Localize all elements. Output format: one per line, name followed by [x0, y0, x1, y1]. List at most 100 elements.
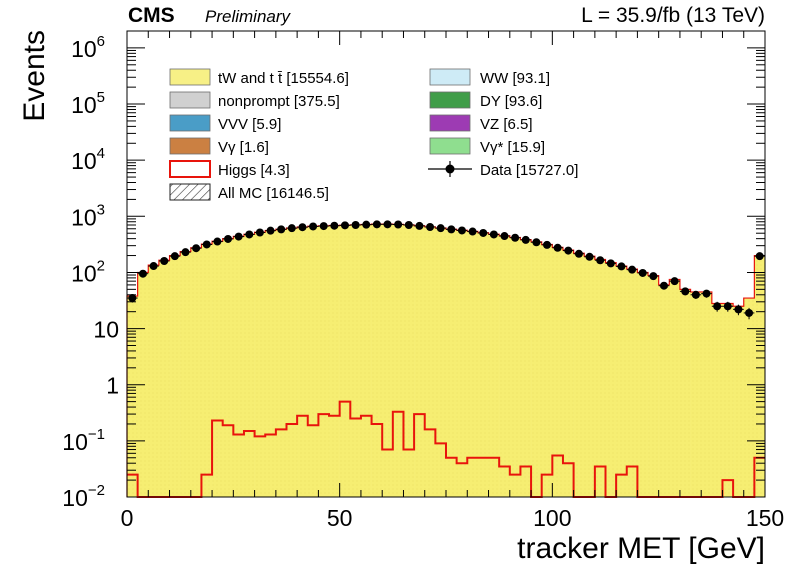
mc-bar	[254, 232, 266, 498]
data-point	[212, 237, 223, 246]
mc-bar	[158, 260, 170, 497]
mc-bar	[669, 279, 681, 497]
mc-bar	[499, 235, 511, 497]
legend-entry-vgamma: Vγ [1.6]	[169, 137, 269, 156]
y-axis-title: Events	[18, 30, 51, 122]
legend-entry-ww: WW [93.1]	[429, 68, 550, 87]
legend-entry-higgs: Higgs [4.3]	[169, 160, 290, 179]
data-point	[424, 223, 436, 232]
legend-entry-dy: DY [93.6]	[429, 91, 542, 110]
data-point	[754, 252, 765, 261]
data-point	[360, 220, 372, 229]
legend-entry-vz: VZ [6.5]	[429, 114, 533, 133]
mc-bar	[701, 291, 713, 497]
y-axis-ticks: 10−2 10−1 1 10 102 103 104 105 106	[62, 30, 765, 511]
data-point	[392, 220, 404, 229]
data-point	[190, 244, 202, 253]
legend-label: Higgs [4.3]	[218, 162, 290, 179]
legend-entry-ttbar: tW and t t̄ [15554.6]	[169, 68, 349, 87]
data-point	[573, 249, 585, 258]
mc-bar	[743, 298, 755, 497]
legend-entry-vgammastar: Vγ* [15.9]	[429, 137, 545, 156]
data-point	[201, 240, 213, 249]
data-point	[435, 224, 446, 233]
data-point	[616, 262, 627, 271]
data-point	[297, 223, 308, 232]
legend-entry-nonprompt: nonprompt [375.5]	[169, 91, 340, 110]
data-point	[562, 246, 574, 255]
mc-bar	[648, 275, 659, 497]
mc-bar	[201, 244, 213, 497]
legend-label: VZ [6.5]	[480, 116, 533, 133]
data-point	[127, 294, 138, 303]
data-point	[594, 256, 606, 265]
mc-bar	[446, 229, 457, 497]
data-point	[243, 230, 255, 239]
legend-entry-allmc: All MC [16146.5]	[169, 183, 329, 202]
mc-bar	[382, 224, 394, 498]
x-tick-label: 150	[746, 505, 784, 531]
mc-bar	[233, 236, 245, 498]
data-point	[488, 230, 500, 239]
data-point	[690, 290, 702, 299]
mc-bar	[414, 225, 426, 498]
data-point	[371, 220, 383, 229]
mc-bar	[679, 289, 691, 497]
higgs-line	[127, 400, 765, 498]
legend: tW and t t̄ [15554.6] nonprompt [375.5] VV…	[169, 68, 578, 202]
mc-bar	[265, 230, 277, 497]
data-point	[531, 238, 542, 247]
mc-bar	[339, 225, 351, 497]
legend-label: tW and t t̄ [15554.6]	[218, 70, 349, 87]
data-point	[456, 226, 468, 235]
data-point	[148, 262, 159, 271]
data-point	[414, 221, 425, 230]
mc-bar	[626, 269, 638, 497]
data-point	[169, 252, 181, 261]
mc-bar	[541, 244, 553, 497]
data-point	[350, 221, 361, 230]
mc-bar	[350, 224, 362, 498]
mc-bar	[711, 303, 723, 497]
mc-bar	[392, 224, 404, 497]
data-point	[669, 277, 680, 286]
mc-bar	[403, 224, 415, 498]
data-point	[222, 234, 234, 243]
y-tick-label: 102	[71, 257, 105, 286]
legend-label: Data [15727.0]	[480, 162, 578, 179]
mc-bar	[573, 253, 585, 497]
data-point	[637, 268, 649, 277]
mc-bar	[690, 291, 702, 497]
mc-bar	[190, 247, 202, 497]
mc-bar	[477, 232, 489, 497]
data-point	[446, 225, 457, 234]
mc-bar	[180, 251, 192, 497]
mc-bar	[286, 227, 298, 498]
mc-bar	[424, 226, 436, 497]
data-point	[286, 224, 298, 233]
mc-bar	[371, 224, 383, 498]
mc-bar	[318, 225, 330, 498]
x-tick-label: 50	[327, 505, 353, 531]
data-point	[499, 232, 510, 241]
mc-bar	[531, 241, 542, 497]
data-point	[626, 265, 638, 274]
mc-bar	[616, 266, 628, 497]
mc-bar	[467, 231, 479, 497]
data-point	[733, 304, 744, 316]
data-point	[329, 221, 340, 230]
legend-label: All MC [16146.5]	[218, 185, 329, 202]
y-tick-label: 105	[71, 89, 105, 118]
mc-bar	[456, 230, 468, 497]
data-point	[743, 307, 755, 320]
mc-bar	[222, 238, 234, 497]
data-point	[509, 233, 521, 242]
status-label: Preliminary	[205, 7, 292, 26]
lumi-label: L = 35.9/fb (13 TeV)	[581, 4, 765, 27]
mc-bar	[297, 227, 309, 497]
y-tick-label: 106	[71, 33, 105, 62]
mc-bar	[552, 247, 564, 497]
experiment-label: CMS	[128, 4, 175, 27]
legend-label: nonprompt [375.5]	[218, 93, 340, 110]
